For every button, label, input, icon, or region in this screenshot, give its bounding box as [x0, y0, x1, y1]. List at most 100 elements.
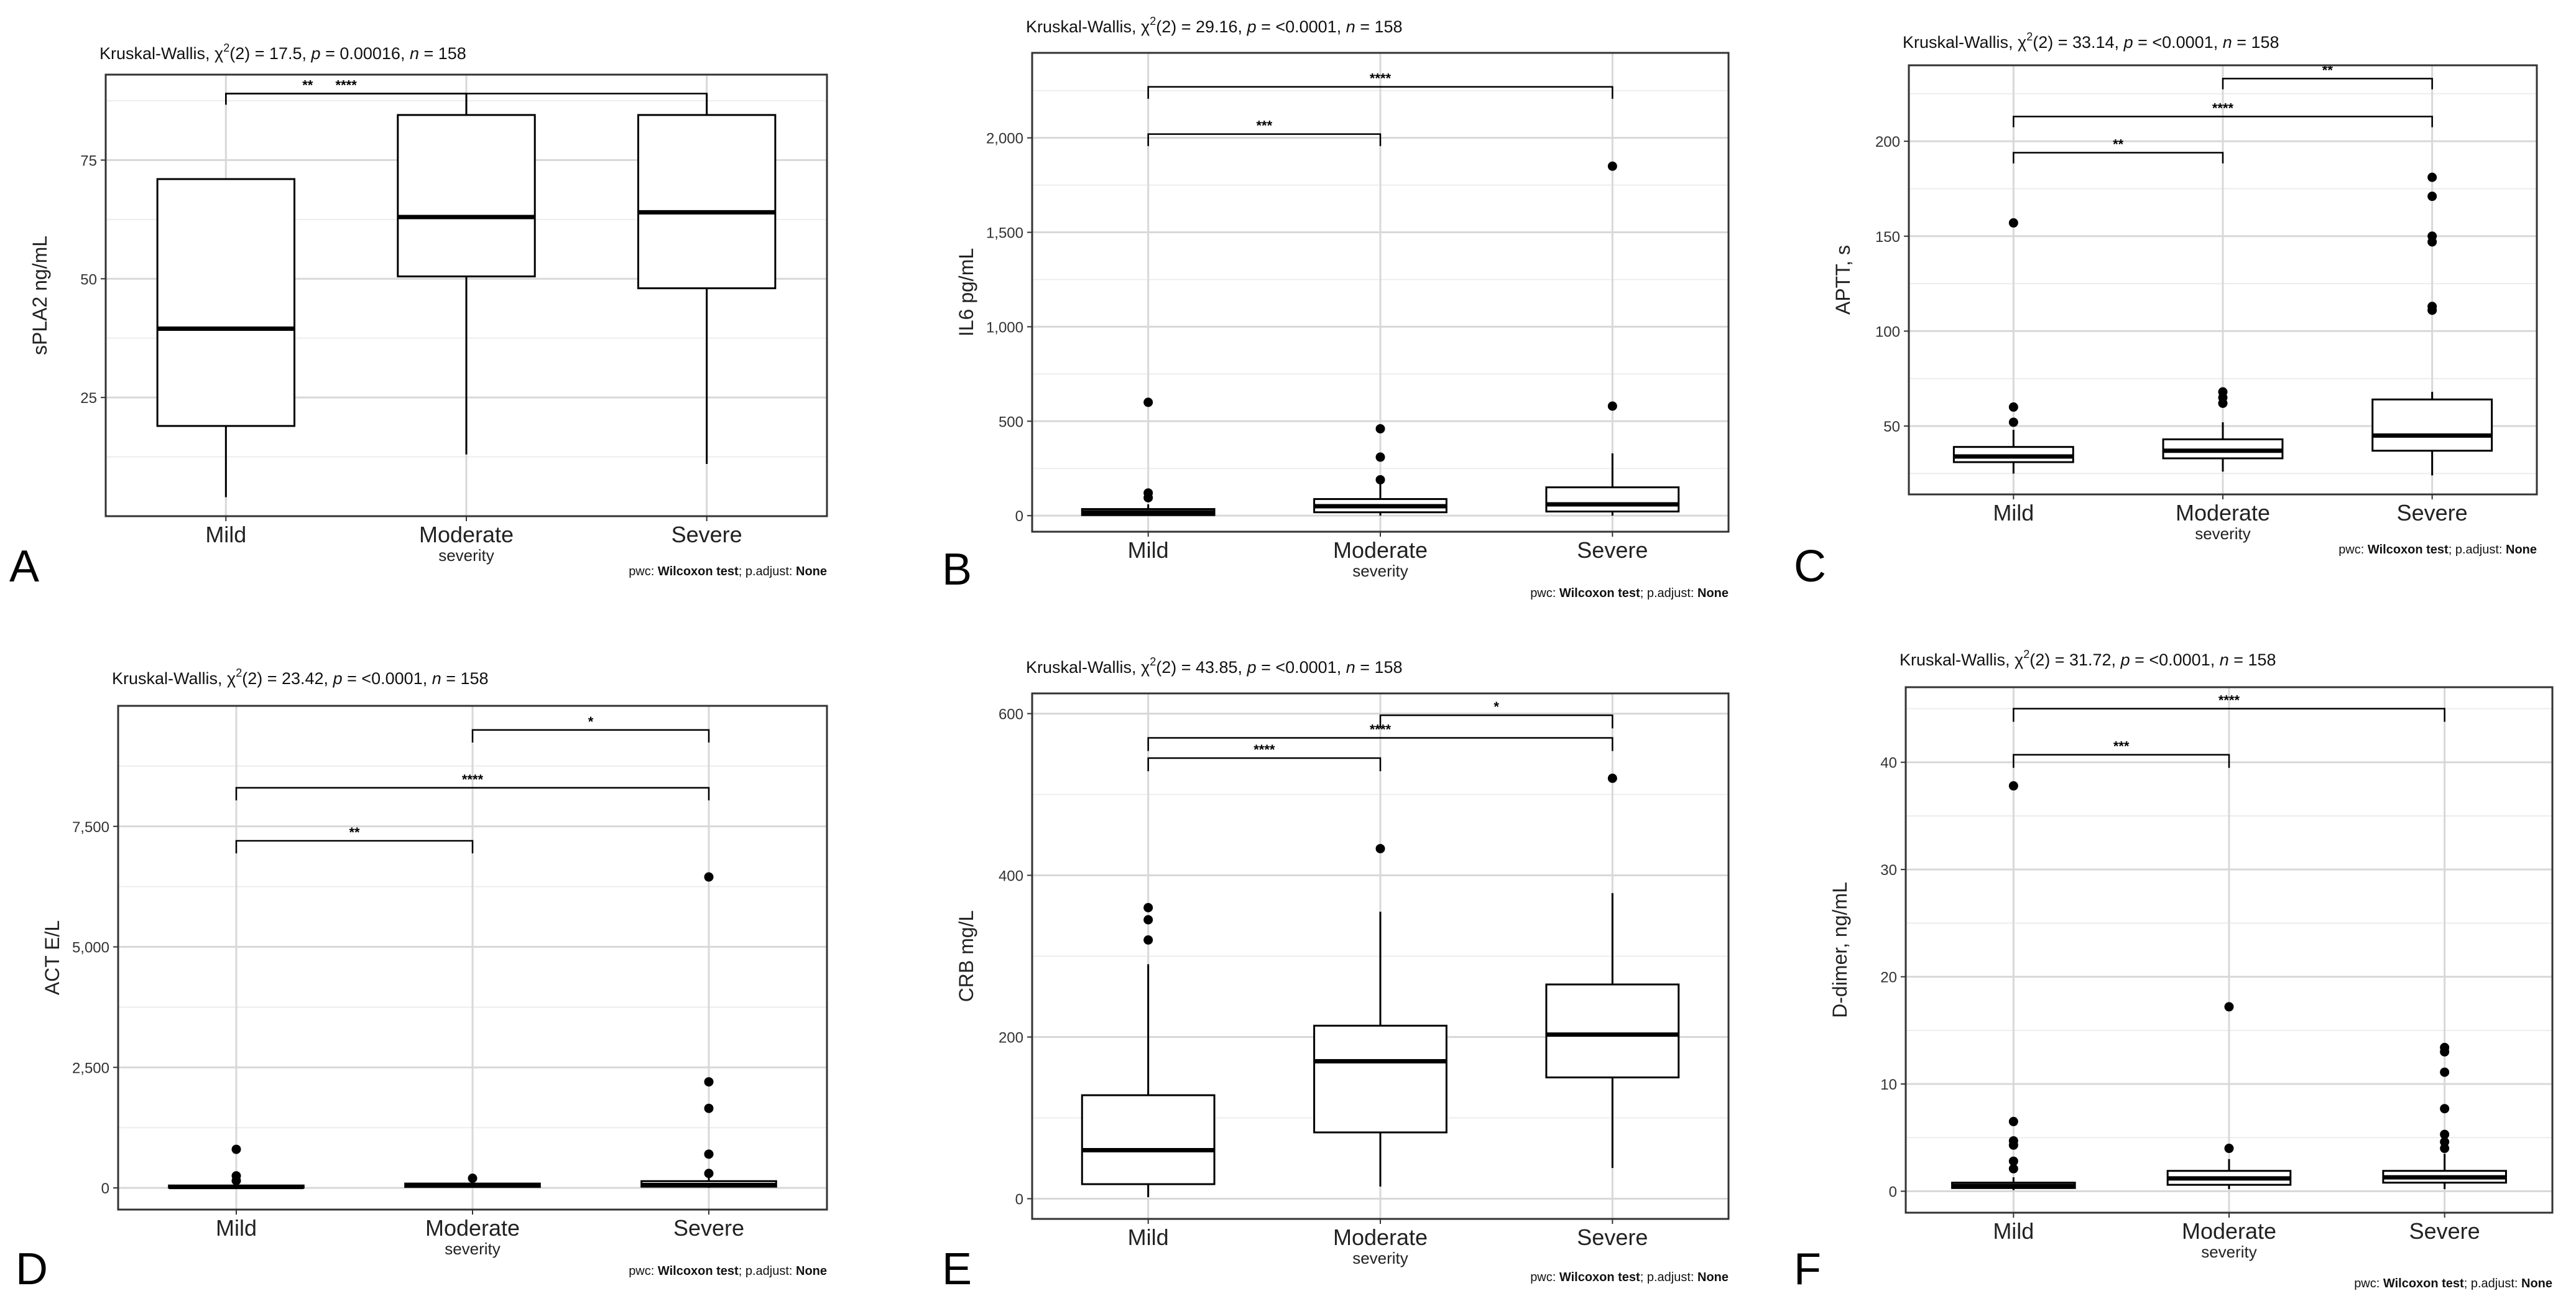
pwc-caption: pwc: Wilcoxon test; p.adjust: None	[1530, 586, 1729, 600]
x-tick-label: Severe	[2409, 1218, 2480, 1244]
significance-bracket: ****	[225, 78, 468, 105]
pwc-mid: ; p.adjust:	[2449, 543, 2506, 557]
pwc-mid: ; p.adjust:	[739, 565, 796, 578]
title-mid: (2) = 23.42,	[242, 669, 333, 688]
y-tick-label: 2,000	[986, 131, 1023, 147]
pwc-method: Wilcoxon test	[1559, 1271, 1640, 1284]
title-p-label: p	[2120, 650, 2130, 669]
significance-bracket: ***	[1147, 118, 1382, 146]
outlier-point	[2427, 172, 2437, 182]
title-p-value: = <0.0001,	[1257, 17, 1346, 36]
significance-bracket: ****	[1147, 722, 1613, 751]
y-axis-title: ACT E/L	[41, 920, 63, 995]
title-n-label: n	[410, 44, 419, 63]
outlier-point	[704, 872, 714, 882]
significance-bracket: *	[1379, 699, 1613, 729]
significance-label: ***	[2113, 739, 2130, 754]
pwc-method: Wilcoxon test	[2368, 543, 2449, 557]
significance-label: **	[2322, 62, 2334, 78]
pwc-method: Wilcoxon test	[658, 565, 739, 578]
chart-title: Kruskal-Wallis, χ2(2) = 33.14, p = <0.00…	[1903, 30, 2279, 52]
y-tick-label: 0	[1015, 1192, 1023, 1208]
title-sup: 2	[223, 42, 229, 54]
y-tick-label: 40	[1880, 755, 1897, 772]
box-mild	[1081, 397, 1216, 516]
x-axis-title: severity	[2195, 524, 2251, 543]
y-tick-label: 0	[101, 1180, 109, 1197]
significance-label: ****	[1370, 71, 1392, 86]
box-severe	[640, 872, 777, 1188]
outlier-point	[1375, 844, 1385, 854]
x-tick-label: Moderate	[1333, 1225, 1428, 1250]
title-stat: Kruskal-Wallis, χ	[1903, 33, 2026, 52]
title-stat: Kruskal-Wallis, χ	[99, 44, 223, 63]
bracket-line	[235, 840, 474, 854]
outlier-point	[2008, 1164, 2018, 1174]
box-mild	[1081, 903, 1216, 1197]
pwc-prefix: pwc:	[1530, 586, 1559, 600]
significance-label: *	[588, 714, 594, 729]
significance-bracket: **	[2222, 62, 2433, 90]
outlier-point	[1143, 488, 1153, 498]
y-tick-label: 0	[1015, 508, 1023, 525]
x-tick-label: Severe	[1577, 537, 1648, 563]
title-mid: (2) = 29.16,	[1156, 17, 1247, 36]
panel-letter: E	[942, 1244, 972, 1294]
pwc-adjust: None	[796, 565, 827, 578]
significance-bracket: **	[2013, 136, 2224, 164]
x-tick-label: Severe	[1577, 1225, 1648, 1250]
significance-bracket: ****	[1147, 71, 1613, 99]
box-moderate	[1313, 424, 1447, 516]
significance-bracket: *	[471, 714, 710, 743]
outlier-point	[1375, 424, 1385, 433]
box-iqr	[397, 114, 536, 277]
y-tick-label: 1,000	[986, 319, 1023, 336]
y-tick-label: 7,500	[72, 819, 109, 836]
outlier-point	[2440, 1042, 2450, 1052]
y-axis-title: D-dimer, ng/mL	[1829, 882, 1851, 1018]
pwc-adjust: None	[2506, 543, 2537, 557]
significance-label: **	[2113, 136, 2124, 152]
outlier-point	[2008, 402, 2018, 412]
significance-label: ***	[1256, 118, 1272, 134]
box-iqr	[2371, 398, 2493, 452]
x-axis-title: severity	[2201, 1243, 2257, 1261]
x-tick-label: Mild	[205, 522, 246, 547]
x-axis-title: severity	[1352, 1249, 1408, 1267]
significance-label: ****	[2212, 100, 2234, 116]
outlier-point	[2008, 1136, 2018, 1146]
outlier-point	[1143, 935, 1153, 945]
box-severe	[1545, 161, 1680, 516]
chart-title: Kruskal-Wallis, χ2(2) = 31.72, p = <0.00…	[1900, 648, 2276, 669]
pwc-prefix: pwc:	[629, 565, 658, 578]
outlier-point	[231, 1171, 241, 1181]
title-p-label: p	[333, 669, 343, 688]
pwc-method: Wilcoxon test	[658, 1264, 739, 1278]
outlier-point	[704, 1077, 714, 1087]
title-n-value: = 158	[441, 669, 489, 688]
x-tick-label: Severe	[2397, 500, 2468, 525]
y-tick-label: 75	[80, 152, 97, 169]
title-p-value: = <0.0001,	[343, 669, 432, 688]
box-severe	[2382, 1042, 2507, 1190]
outlier-point	[2224, 1002, 2234, 1012]
x-axis-title: severity	[1352, 562, 1408, 580]
title-sup: 2	[236, 667, 242, 679]
significance-bracket: ****	[235, 772, 710, 801]
pwc-method: Wilcoxon test	[2383, 1277, 2464, 1290]
bracket-line	[2013, 116, 2433, 127]
pwc-mid: ; p.adjust:	[2464, 1277, 2521, 1290]
y-tick-label: 20	[1880, 970, 1897, 986]
y-tick-label: 400	[999, 868, 1023, 885]
outlier-point	[704, 1103, 714, 1113]
title-p-label: p	[1247, 658, 1257, 677]
title-mid: (2) = 17.5,	[229, 44, 311, 63]
y-axis-title: sPLA2 ng/mL	[29, 236, 51, 355]
title-p-label: p	[311, 44, 321, 63]
y-tick-label: 5,000	[72, 940, 109, 956]
title-n-label: n	[2223, 33, 2232, 52]
title-mid: (2) = 31.72,	[2029, 650, 2120, 669]
